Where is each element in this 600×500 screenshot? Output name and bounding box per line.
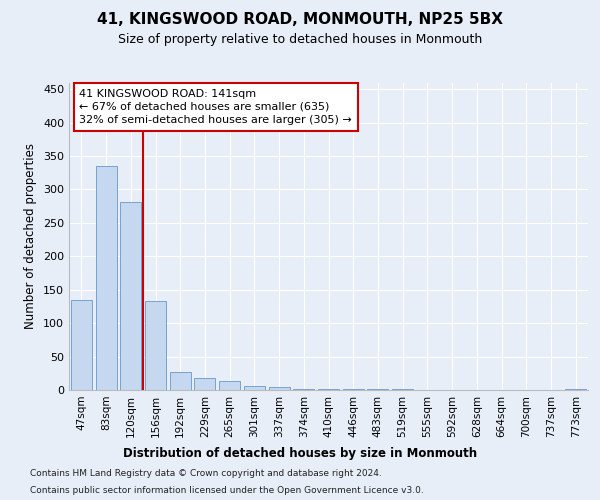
Bar (565, 388, 586, 390)
Text: 41 KINGSWOOD ROAD: 141sqm
← 67% of detached houses are smaller (635)
32% of semi: 41 KINGSWOOD ROAD: 141sqm ← 67% of detac… (79, 88, 352, 125)
Text: 41, KINGSWOOD ROAD, MONMOUTH, NP25 5BX: 41, KINGSWOOD ROAD, MONMOUTH, NP25 5BX (97, 12, 503, 28)
Text: Contains HM Land Registry data © Crown copyright and database right 2024.: Contains HM Land Registry data © Crown c… (30, 469, 382, 478)
Bar (170, 372, 191, 390)
Bar (219, 382, 240, 390)
Bar (71, 300, 92, 390)
Bar (244, 386, 265, 390)
Text: Contains public sector information licensed under the Open Government Licence v3: Contains public sector information licen… (30, 486, 424, 495)
Bar (194, 378, 215, 390)
Bar (318, 388, 339, 390)
Bar (293, 388, 314, 390)
Bar (145, 301, 166, 390)
Text: Distribution of detached houses by size in Monmouth: Distribution of detached houses by size … (123, 448, 477, 460)
Bar (120, 202, 141, 390)
Bar (269, 386, 290, 390)
Y-axis label: Number of detached properties: Number of detached properties (25, 143, 37, 329)
Text: Size of property relative to detached houses in Monmouth: Size of property relative to detached ho… (118, 32, 482, 46)
Bar (95, 166, 116, 390)
